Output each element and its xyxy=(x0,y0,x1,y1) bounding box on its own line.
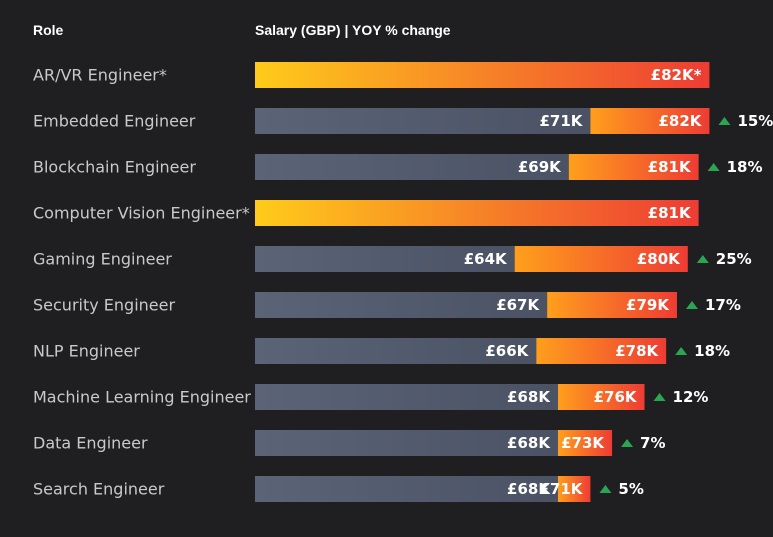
current-salary-label: £82K xyxy=(659,112,703,130)
current-salary-label: £79K xyxy=(626,296,670,314)
yoy-change-label: 18% xyxy=(694,342,730,360)
increase-arrow-icon xyxy=(696,255,709,263)
prior-salary-label: £68K xyxy=(507,434,551,452)
current-salary-label: £73K xyxy=(561,434,605,452)
current-salary-bar xyxy=(590,108,710,134)
increase-arrow-icon xyxy=(599,485,612,493)
yoy-change-label: 25% xyxy=(716,250,752,268)
role-label: Blockchain Engineer xyxy=(33,158,196,177)
yoy-change-label: 12% xyxy=(673,388,709,406)
role-column-header: Role xyxy=(33,22,64,38)
current-salary-bar xyxy=(255,62,710,88)
chart-row: Machine Learning Engineer £68K £76K 12% xyxy=(33,384,708,410)
chart-row: Computer Vision Engineer* £81K xyxy=(33,200,699,226)
increase-arrow-icon xyxy=(653,393,666,401)
role-label: Security Engineer xyxy=(33,296,175,315)
prior-salary-label: £68K xyxy=(507,480,551,498)
current-salary-bar xyxy=(547,292,677,318)
role-label: Data Engineer xyxy=(33,434,148,453)
current-salary-bar xyxy=(557,384,645,410)
chart-row: Search Engineer £68K£71K 5% xyxy=(33,476,644,502)
chart-row: Blockchain Engineer £69K £81K 18% xyxy=(33,154,763,180)
increase-arrow-icon xyxy=(707,163,720,171)
current-salary-bar xyxy=(255,200,699,226)
current-salary-bar xyxy=(557,476,591,502)
prior-salary-label: £71K xyxy=(539,112,583,130)
prior-salary-bar xyxy=(255,430,558,456)
prior-salary-label: £69K xyxy=(518,158,562,176)
chart-row: AR/VR Engineer* £82K* xyxy=(33,62,710,88)
current-salary-bar xyxy=(568,154,699,180)
yoy-change-label: 15% xyxy=(737,112,773,130)
prior-salary-label: £68K xyxy=(507,388,551,406)
increase-arrow-icon xyxy=(621,439,634,447)
chart-row: Data Engineer £68K £73K 7% xyxy=(33,430,666,456)
yoy-change-label: 18% xyxy=(727,158,763,176)
role-label: Gaming Engineer xyxy=(33,250,172,269)
chart-row: Gaming Engineer £64K £80K 25% xyxy=(33,246,752,272)
yoy-change-label: 5% xyxy=(618,480,643,498)
current-salary-bar xyxy=(514,246,688,272)
prior-salary-label: £64K xyxy=(464,250,508,268)
increase-arrow-icon xyxy=(685,301,698,309)
prior-salary-bar xyxy=(255,246,515,272)
role-label: AR/VR Engineer* xyxy=(33,66,167,85)
role-label: Machine Learning Engineer xyxy=(33,388,251,407)
current-salary-label: £71K xyxy=(539,480,583,498)
prior-salary-bar xyxy=(255,292,548,318)
current-salary-bar xyxy=(557,430,613,456)
current-salary-label: £78K xyxy=(615,342,659,360)
prior-salary-bar xyxy=(255,154,569,180)
current-salary-label: £76K xyxy=(594,388,638,406)
prior-salary-bar xyxy=(255,338,537,364)
prior-salary-label: £66K xyxy=(485,342,529,360)
role-label: Embedded Engineer xyxy=(33,112,196,131)
current-salary-bar xyxy=(536,338,667,364)
prior-salary-bar xyxy=(255,108,591,134)
yoy-change-label: 17% xyxy=(705,296,741,314)
prior-salary-bar xyxy=(255,476,558,502)
current-salary-label: £82K* xyxy=(651,66,702,84)
chart-row: Security Engineer £67K £79K 17% xyxy=(33,292,741,318)
increase-arrow-icon xyxy=(675,347,688,355)
current-salary-label: £80K xyxy=(637,250,681,268)
prior-salary-bar xyxy=(255,384,558,410)
role-label: Search Engineer xyxy=(33,480,165,499)
salary-column-header: Salary (GBP) | YOY % change xyxy=(255,22,451,38)
yoy-change-label: 7% xyxy=(640,434,665,452)
chart-row: NLP Engineer £66K £78K 18% xyxy=(33,338,730,364)
role-label: NLP Engineer xyxy=(33,342,140,361)
prior-salary-label: £67K xyxy=(496,296,540,314)
current-salary-label: £81K xyxy=(648,158,692,176)
increase-arrow-icon xyxy=(718,117,731,125)
chart-row: Embedded Engineer £71K £82K 15% xyxy=(33,108,773,134)
current-salary-label: £81K xyxy=(648,204,692,222)
role-label: Computer Vision Engineer* xyxy=(33,204,250,223)
